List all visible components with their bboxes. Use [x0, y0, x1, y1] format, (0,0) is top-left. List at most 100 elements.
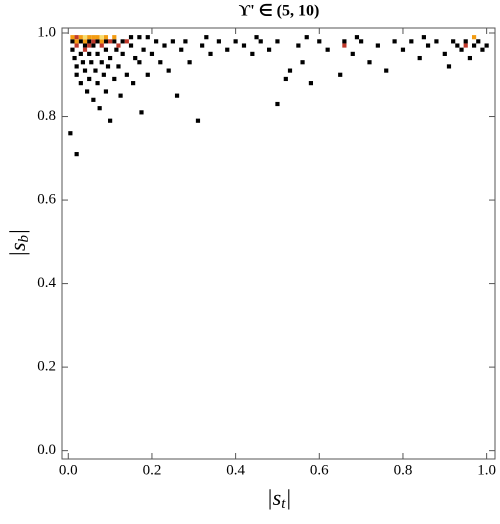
- density-cell: [425, 43, 431, 48]
- x-tick-label: 1.0: [477, 462, 496, 478]
- density-cell: [74, 43, 79, 48]
- density-cell: [70, 35, 75, 40]
- density-cell: [82, 43, 88, 48]
- density-cell: [74, 152, 79, 157]
- density-cell: [400, 47, 406, 52]
- density-cell: [70, 47, 75, 52]
- density-cell: [99, 60, 104, 65]
- density-cell: [74, 72, 79, 77]
- density-cell: [471, 35, 477, 40]
- density-cell: [139, 110, 144, 115]
- density-cell: [455, 43, 460, 48]
- density-cell: [99, 43, 104, 48]
- x-axis-label: |st|: [267, 485, 292, 512]
- density-cell: [467, 55, 472, 61]
- density-cell: [325, 47, 330, 52]
- density-cell: [484, 43, 489, 48]
- density-cell: [82, 47, 88, 52]
- density-cell: [463, 43, 468, 48]
- density-cell: [103, 35, 109, 40]
- x-label-end: |: [285, 485, 291, 510]
- density-cell: [87, 43, 92, 48]
- density-cell: [233, 39, 238, 44]
- y-tick-label: 1.0: [37, 24, 56, 40]
- density-cell: [200, 43, 205, 48]
- y-axis-label: |sb|: [5, 229, 32, 257]
- y-tick-label: 0.6: [37, 192, 56, 208]
- density-cell: [254, 35, 259, 40]
- density-cell: [463, 39, 468, 44]
- x-tick-label: 0.4: [226, 462, 245, 478]
- density-cell: [108, 118, 113, 123]
- density-cell: [162, 43, 167, 48]
- density-cell: [87, 39, 92, 44]
- density-cell: [82, 35, 88, 40]
- density-cell: [287, 68, 293, 73]
- density-cell: [471, 43, 477, 48]
- density-cell: [258, 39, 263, 44]
- density-cell: [354, 35, 360, 40]
- density-cell: [68, 131, 73, 136]
- density-cell: [78, 39, 83, 44]
- density-cell: [145, 35, 150, 40]
- density-cell: [103, 89, 109, 94]
- density-cell: [266, 47, 272, 52]
- density-cell: [114, 47, 119, 52]
- density-cell: [85, 89, 90, 94]
- density-cell: [145, 72, 150, 77]
- chart-title: ϒ' ∈ (5, 10): [239, 3, 320, 20]
- density-cell: [74, 64, 79, 69]
- density-cell: [275, 39, 280, 44]
- density-cell: [124, 39, 129, 44]
- density-cell: [116, 43, 121, 48]
- density-cell: [275, 101, 280, 107]
- density-cell: [95, 39, 100, 44]
- density-cell: [103, 47, 109, 52]
- density-cell: [216, 39, 221, 44]
- density-cell: [317, 39, 322, 44]
- y-label-sub: b: [16, 234, 32, 242]
- density-cell: [409, 39, 414, 44]
- density-cell: [296, 43, 301, 48]
- density-cell: [179, 47, 184, 52]
- density-cell: [187, 60, 192, 65]
- density-cell: [459, 47, 464, 52]
- density-cell: [174, 93, 180, 98]
- density-cell: [480, 47, 485, 52]
- density-cell: [133, 55, 138, 61]
- density-cell: [451, 39, 456, 44]
- density-cell: [195, 118, 201, 123]
- density-cell: [308, 81, 314, 86]
- density-cell: [208, 51, 213, 56]
- density-cell: [82, 68, 88, 73]
- density-cell: [95, 81, 100, 86]
- density-cell: [124, 72, 129, 77]
- density-cell: [99, 35, 104, 40]
- density-cell: [141, 47, 146, 52]
- density-cell: [91, 97, 96, 102]
- density-cell: [137, 35, 142, 40]
- density-cell: [105, 64, 111, 69]
- density-cell: [101, 72, 106, 77]
- density-cell: [74, 39, 79, 44]
- y-label-end: |: [5, 229, 30, 235]
- density-cell: [97, 106, 102, 111]
- density-cell: [304, 35, 309, 40]
- density-cell: [78, 81, 83, 86]
- density-cell: [392, 39, 397, 44]
- y-label-main: |s: [5, 242, 30, 257]
- density-cell: [99, 39, 104, 44]
- density-cell: [128, 43, 134, 48]
- density-cell: [338, 72, 343, 77]
- plot-frame: [61, 27, 496, 460]
- density-cell: [342, 43, 347, 48]
- density-cell: [154, 39, 159, 44]
- density-cell: [170, 39, 175, 44]
- density-cell: [128, 35, 134, 40]
- density-cell: [91, 39, 96, 44]
- density-cell: [95, 35, 100, 40]
- density-cell: [87, 76, 92, 82]
- density-cell: [446, 64, 452, 69]
- density-cell: [112, 39, 117, 44]
- y-tick-label: 0.4: [37, 275, 56, 291]
